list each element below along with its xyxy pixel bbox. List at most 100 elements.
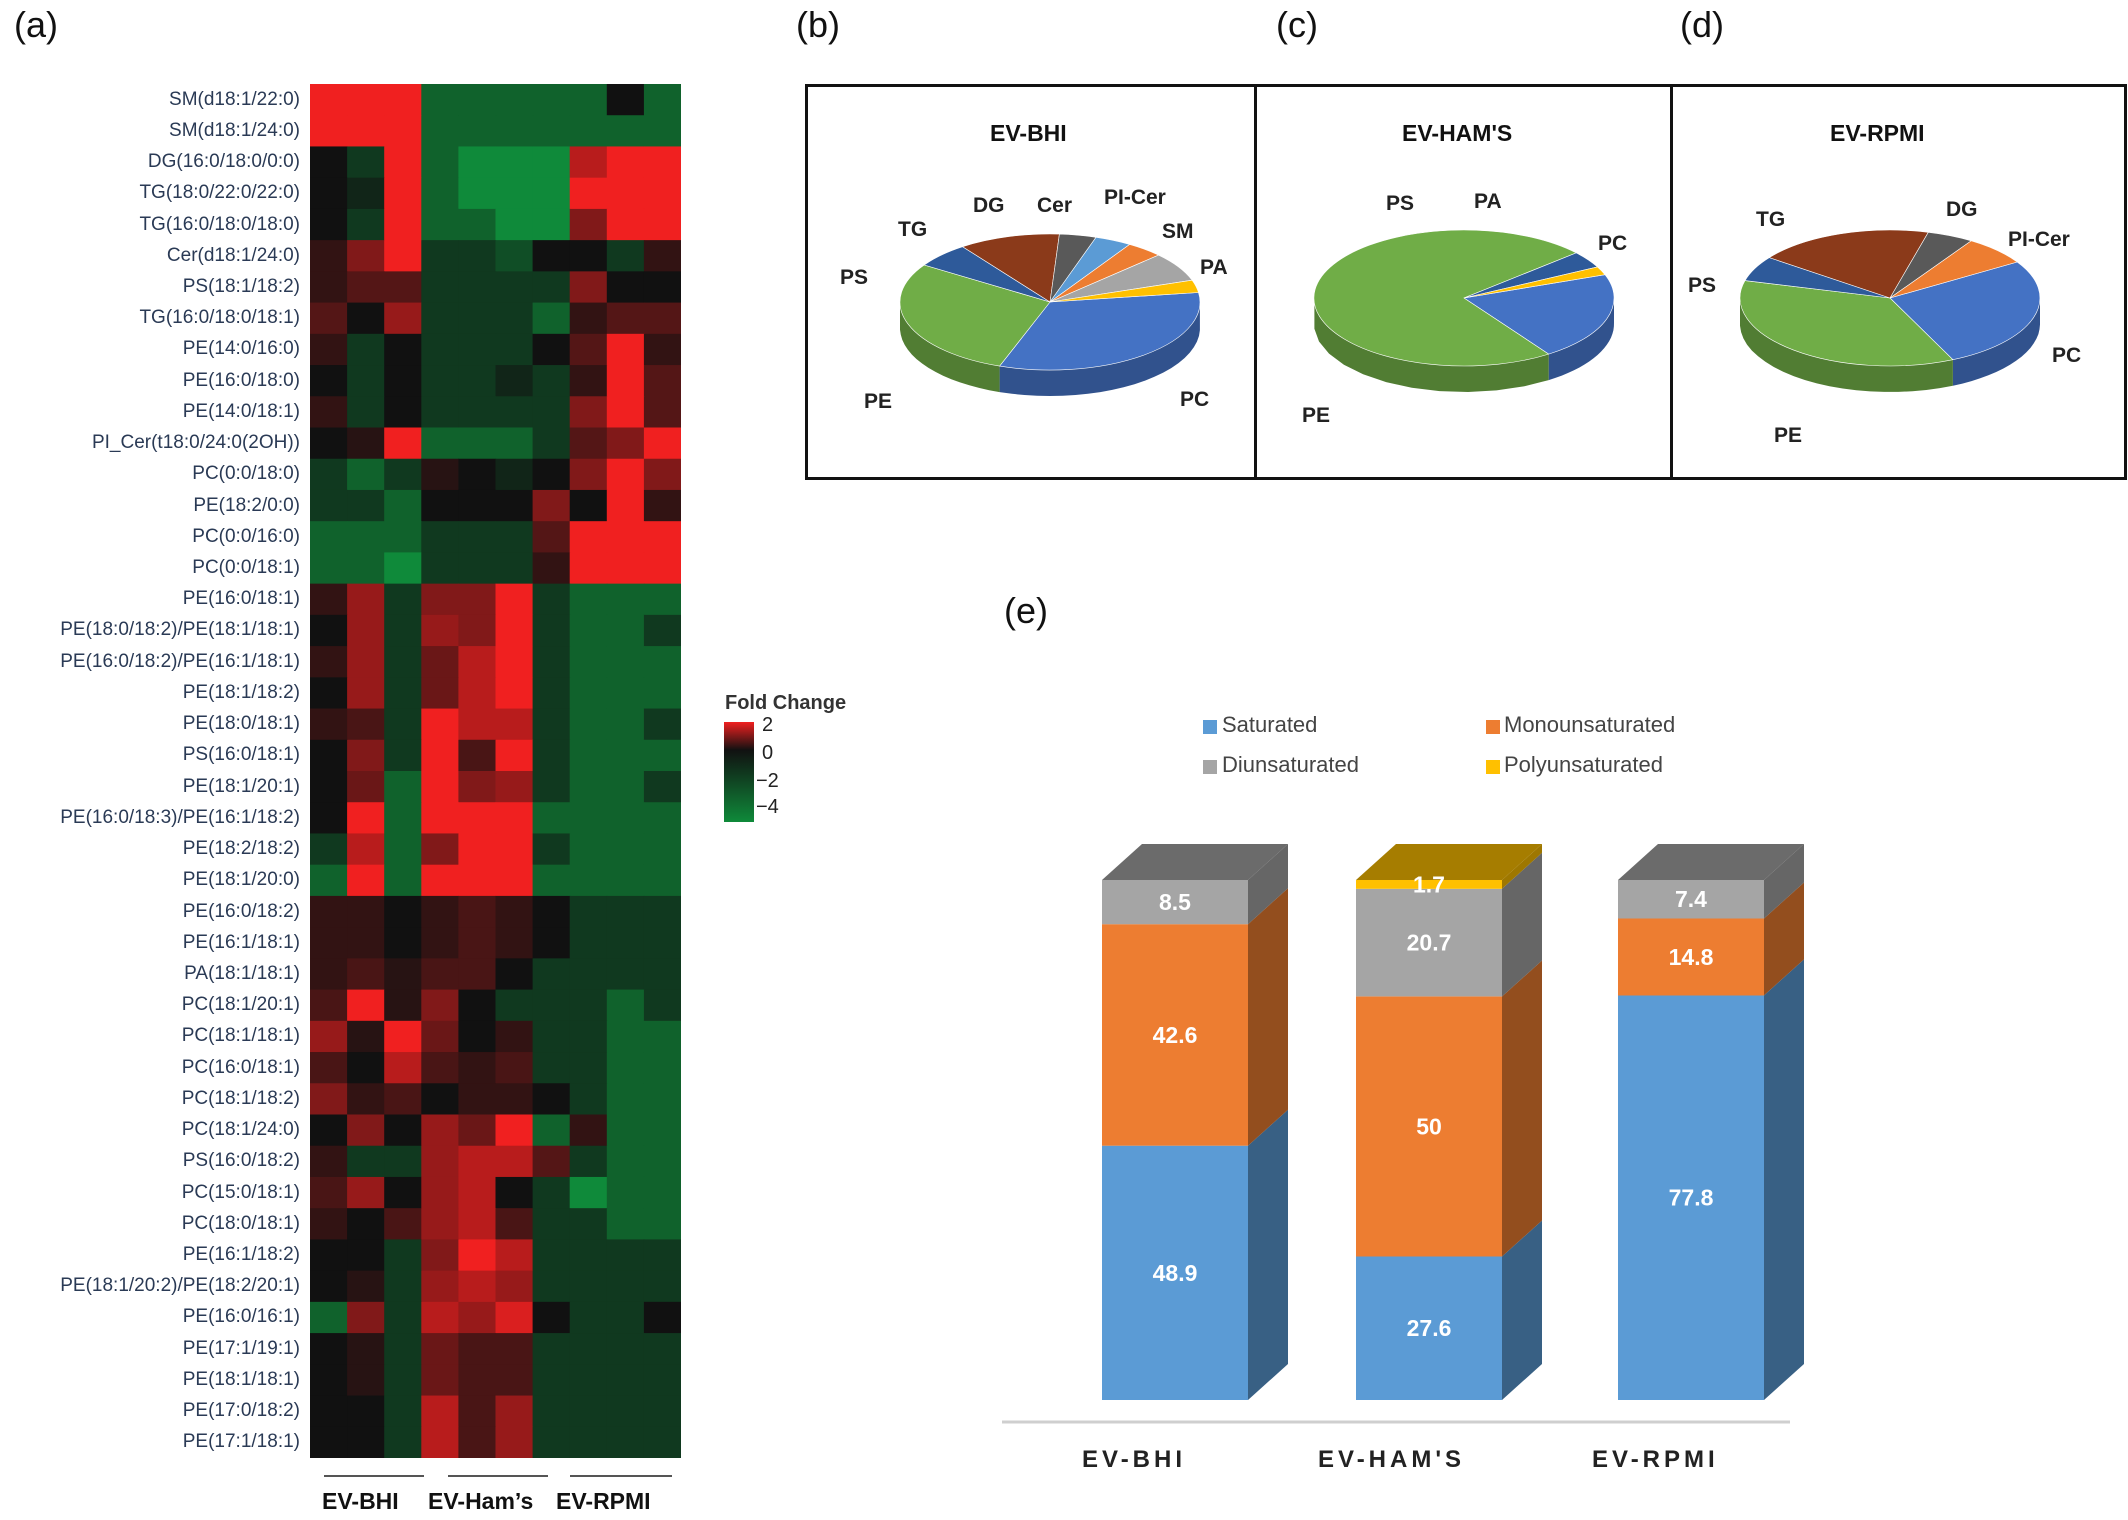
bar-category-label-bhi: EV-BHI: [1082, 1446, 1187, 1473]
heatmap-cell: [347, 583, 385, 616]
pie-slice-tg: [961, 233, 1060, 303]
heatmap-cell: [569, 989, 608, 1022]
heatmap-cell: [532, 396, 571, 429]
heatmap-cell: [347, 458, 385, 491]
heatmap-cell: [310, 84, 348, 116]
pie-chart-rpmi: [1739, 229, 2041, 392]
heatmap-cell: [347, 240, 385, 272]
heatmap-cell: [458, 646, 497, 678]
heatmap-cell: [532, 1083, 571, 1116]
heatmap-cell: [347, 1114, 385, 1147]
heatmap-cell: [495, 1426, 534, 1458]
heatmap-cell: [347, 1239, 385, 1272]
heatmap-cell: [569, 427, 608, 460]
heatmap-cell: [606, 1208, 645, 1241]
heatmap-cell: [347, 989, 385, 1022]
heatmap-cell: [606, 646, 645, 678]
heatmap-cell: [643, 115, 681, 148]
heatmap-cell: [606, 614, 645, 647]
panel-letter-c: (c): [1276, 4, 1318, 45]
heatmap-cell: [384, 614, 422, 647]
pie-bhi-label-pc: PC: [1180, 388, 1210, 411]
heatmap-cell: [569, 864, 608, 897]
heatmap-cell: [606, 84, 645, 116]
heatmap-row-label: PE(18:1/18:2): [182, 681, 300, 703]
heatmap-cell: [532, 1020, 571, 1053]
heatmap-cell: [495, 895, 534, 928]
heatmap-cell: [495, 302, 534, 335]
heatmap-cell: [606, 895, 645, 928]
heatmap-cell: [347, 427, 385, 460]
heatmap-cell: [495, 802, 534, 835]
heatmap-cell: [532, 833, 571, 866]
heatmap-cell: [606, 958, 645, 991]
heatmap-cell: [458, 739, 497, 772]
pie-panel-box: [805, 84, 2127, 480]
heatmap-row-label: TG(18:0/22:0/22:0): [139, 182, 300, 204]
bar-value-label: 48.9: [1153, 1260, 1198, 1286]
heatmap-cell: [347, 1364, 385, 1397]
heatmap-cell: [458, 833, 497, 866]
pie-slice-side-pc: [1952, 298, 2040, 386]
heatmap-cell: [421, 739, 459, 772]
heatmap-cell: [458, 1426, 497, 1458]
heatmap-cell: [569, 833, 608, 866]
heatmap-cell: [421, 1270, 459, 1303]
heatmap-cell: [569, 771, 608, 803]
pie-hams-label-pa: PA: [1474, 190, 1502, 213]
heatmap-cell: [569, 1364, 608, 1397]
heatmap-cell: [310, 864, 348, 897]
heatmap-cell: [606, 677, 645, 710]
heatmap-cell: [458, 489, 497, 522]
heatmap-group-label-hams: EV-Ham’s: [428, 1488, 534, 1514]
bar-segment-saturated: [1102, 1145, 1248, 1400]
heatmap-cell: [643, 1333, 681, 1365]
heatmap-cell: [532, 864, 571, 897]
pie-title-bhi: EV-BHI: [990, 120, 1067, 146]
heatmap-cell: [310, 895, 348, 928]
heatmap-cell: [569, 302, 608, 335]
pie-bhi-label-pe: PE: [864, 390, 893, 413]
heatmap-cell: [495, 864, 534, 897]
heatmap-row-label: PE(17:1/18:1): [182, 1431, 300, 1453]
heatmap-cell: [458, 927, 497, 959]
heatmap-cell: [458, 552, 497, 585]
heatmap-cell: [347, 1395, 385, 1428]
heatmap-cell: [495, 677, 534, 710]
heatmap-cell: [421, 1114, 459, 1147]
pie-slice-pe: [899, 264, 1051, 367]
fold-change-legend-title: Fold Change: [725, 692, 847, 714]
heatmap-cell: [532, 84, 571, 116]
heatmap-cell: [310, 583, 348, 616]
heatmap-cell: [310, 240, 348, 272]
bar-top-face: [1102, 844, 1288, 880]
heatmap-cell: [421, 177, 459, 210]
heatmap-cell: [421, 458, 459, 491]
heatmap-cell: [384, 1083, 422, 1116]
pie-rpmi-label-pe: PE: [1774, 424, 1803, 447]
heatmap-cell: [495, 1114, 534, 1147]
heatmap-cell: [532, 958, 571, 991]
heatmap-cell: [458, 1208, 497, 1241]
heatmap-cell: [310, 1333, 348, 1365]
heatmap-cell: [421, 1301, 459, 1334]
heatmap-cell: [569, 177, 608, 210]
heatmap-cell: [347, 521, 385, 554]
heatmap-cell: [458, 708, 497, 741]
heatmap-cell: [421, 1426, 459, 1458]
heatmap-cell: [421, 646, 459, 678]
heatmap-cell: [384, 1364, 422, 1397]
heatmap-cell: [458, 302, 497, 335]
pie-slice-side-pe: [1314, 302, 1549, 392]
heatmap-cell: [495, 84, 534, 116]
heatmap-cell: [495, 583, 534, 616]
heatmap-cell: [495, 115, 534, 148]
heatmap-cell: [569, 1239, 608, 1272]
panel-letter-b: (b): [796, 4, 840, 45]
heatmap-cell: [421, 271, 459, 304]
heatmap-cell: [384, 895, 422, 928]
heatmap-cell: [569, 521, 608, 554]
pie-slice-side-pe: [1740, 299, 1953, 392]
heatmap-cell: [606, 489, 645, 522]
heatmap-cell: [532, 1426, 571, 1458]
